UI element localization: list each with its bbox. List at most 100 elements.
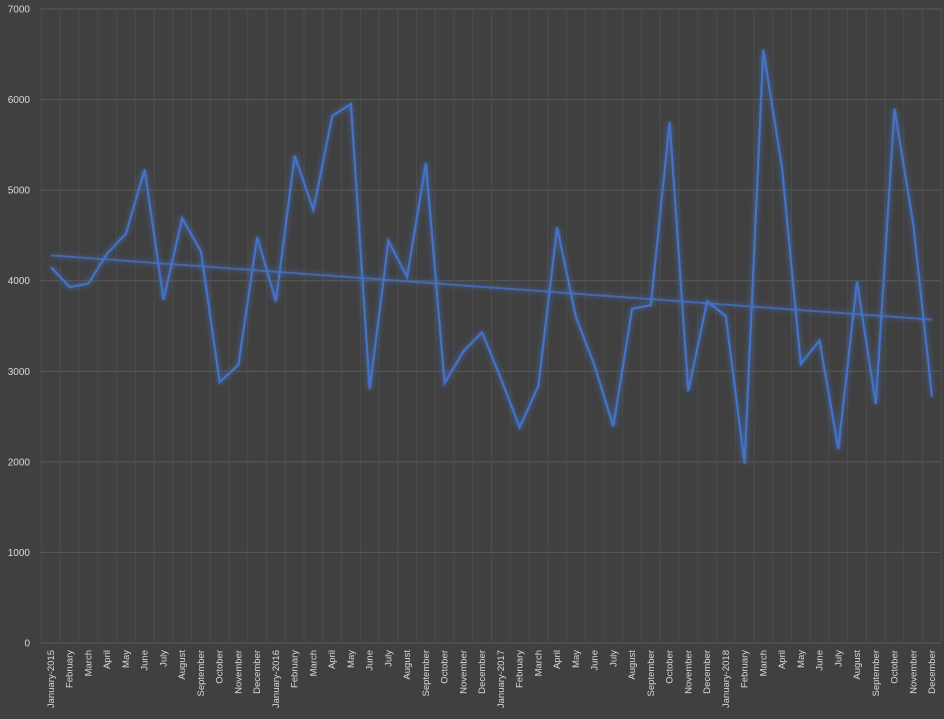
x-tick-label: July [158, 650, 169, 667]
x-tick-label: April [327, 650, 338, 669]
x-tick-label: April [102, 650, 113, 669]
x-tick-label: October [440, 650, 451, 684]
x-tick-label: September [421, 650, 432, 696]
data-point [350, 103, 352, 105]
plot-area [50, 49, 934, 465]
x-tick-label: November [683, 650, 694, 694]
data-point [125, 233, 127, 235]
data-point [612, 426, 614, 428]
x-tick-label: March [758, 650, 769, 676]
data-point [856, 281, 858, 283]
y-tick-label: 0 [24, 639, 30, 650]
data-point [481, 331, 483, 333]
data-point [275, 301, 277, 303]
series-line [50, 49, 934, 464]
data-point [725, 315, 727, 317]
data-point [106, 253, 108, 255]
data-point [200, 251, 202, 253]
x-tick-label: August [402, 650, 413, 680]
data-point [312, 209, 314, 211]
data-point [875, 403, 877, 405]
x-tick-label: May [796, 650, 807, 668]
x-tick-label: August [627, 650, 638, 680]
data-point [837, 448, 839, 450]
data-point [69, 286, 71, 288]
x-tick-label: April [552, 650, 563, 669]
data-point [256, 236, 258, 238]
data-point [50, 266, 52, 268]
gridlines [40, 8, 942, 644]
data-point [594, 365, 596, 367]
x-tick-label: June [140, 650, 151, 671]
data-point [556, 226, 558, 228]
y-axis: 0 1000 2000 3000 4000 5000 6000 7000 [8, 5, 31, 650]
trendline [50, 254, 933, 321]
x-tick-label: March [83, 650, 94, 676]
data-point [87, 282, 89, 284]
data-point [931, 396, 933, 398]
x-tick-label: February [290, 650, 301, 688]
data-point [294, 155, 296, 157]
x-tick-label: July [833, 650, 844, 667]
data-point [537, 385, 539, 387]
data-point [387, 240, 389, 242]
x-tick-label: December [702, 650, 713, 694]
y-tick-label: 6000 [8, 95, 31, 106]
x-tick-label: August [852, 650, 863, 680]
data-point [181, 217, 183, 219]
x-tick-label: July [383, 650, 394, 667]
data-point [819, 339, 821, 341]
data-point [894, 108, 896, 110]
x-tick-label: June [590, 650, 601, 671]
data-point [744, 463, 746, 465]
data-point [706, 301, 708, 303]
x-tick-label: March [308, 650, 319, 676]
x-tick-label: February [740, 650, 751, 688]
x-tick-label: June [365, 650, 376, 671]
x-tick-label: May [346, 650, 357, 668]
x-tick-label: September [196, 650, 207, 696]
x-tick-label: April [777, 650, 788, 669]
y-tick-label: 2000 [8, 457, 31, 468]
x-tick-label: November [233, 650, 244, 694]
data-point [631, 308, 633, 310]
y-tick-label: 4000 [8, 276, 31, 287]
x-axis: January-2015 February March April May June Jul… [46, 650, 938, 708]
x-tick-label: March [533, 650, 544, 676]
data-point [687, 390, 689, 392]
data-point [575, 316, 577, 318]
data-point [800, 363, 802, 365]
x-tick-label: May [571, 650, 582, 668]
x-tick-label: January-2015 [46, 650, 57, 708]
x-tick-label: December [927, 650, 938, 694]
x-tick-label: August [177, 650, 188, 680]
x-tick-label: September [646, 650, 657, 696]
x-tick-label: October [665, 650, 676, 684]
data-point [500, 378, 502, 380]
x-tick-label: October [215, 650, 226, 684]
data-point [519, 426, 521, 428]
x-tick-label: January-2018 [721, 650, 732, 708]
y-tick-label: 7000 [8, 5, 31, 16]
data-point [669, 121, 671, 123]
x-tick-label: January-2016 [271, 650, 282, 708]
y-tick-label: 1000 [8, 548, 31, 559]
x-tick-label: February [65, 650, 76, 688]
data-point [425, 162, 427, 164]
x-tick-label: July [608, 650, 619, 667]
data-point [219, 381, 221, 383]
data-point [781, 167, 783, 169]
x-tick-label: November [458, 650, 469, 694]
data-point [762, 49, 764, 51]
data-point [462, 350, 464, 352]
data-point [162, 299, 164, 301]
x-tick-label: September [871, 650, 882, 696]
x-tick-label: January-2017 [496, 650, 507, 708]
x-tick-label: December [477, 650, 488, 694]
x-tick-label: May [121, 650, 132, 668]
data-point [144, 168, 146, 170]
x-tick-label: June [815, 650, 826, 671]
x-tick-label: October [890, 650, 901, 684]
